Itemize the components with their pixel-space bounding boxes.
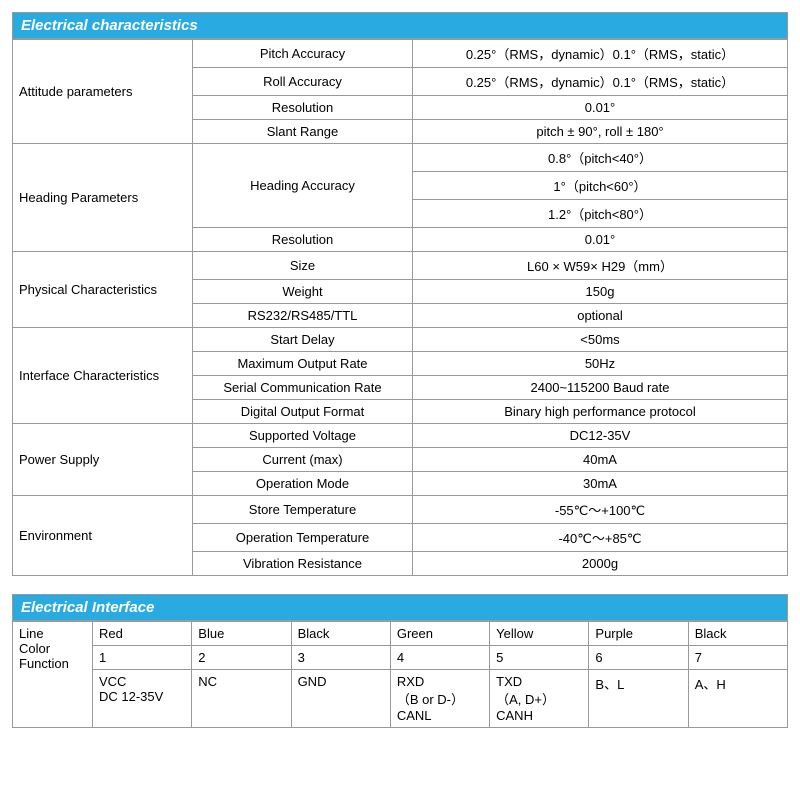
param-label: Maximum Output Rate [193, 352, 413, 376]
param-label: RS232/RS485/TTL [193, 304, 413, 328]
iface-fn-3: RXD（B or D-）CANL [390, 670, 489, 728]
iface-side-line1: Color [19, 641, 50, 656]
table-row: Heading ParametersHeading Accuracy0.8°（p… [13, 144, 788, 172]
iface-fn-6: A、H [688, 670, 787, 728]
iface-side-line2: Function [19, 656, 69, 671]
spec-table: Attitude parametersPitch Accuracy0.25°（R… [12, 39, 788, 576]
iface-row-color: Line Color Function Red Blue Black Green… [13, 622, 788, 646]
param-value: 150g [413, 280, 788, 304]
table-row: Interface CharacteristicsStart Delay<50m… [13, 328, 788, 352]
iface-color-5: Purple [589, 622, 688, 646]
param-value: optional [413, 304, 788, 328]
param-value: 0.01° [413, 96, 788, 120]
section-header-interface: Electrical Interface [12, 594, 788, 621]
iface-fn-1: NC [192, 670, 291, 728]
param-label: Current (max) [193, 448, 413, 472]
param-value: 40mA [413, 448, 788, 472]
table-row: Physical CharacteristicsSizeL60 × W59× H… [13, 252, 788, 280]
param-label: Store Temperature [193, 496, 413, 524]
iface-color-4: Yellow [490, 622, 589, 646]
iface-fn-4: TXD（A, D+）CANH [490, 670, 589, 728]
param-label: Roll Accuracy [193, 68, 413, 96]
param-value: 1.2°（pitch<80°） [413, 200, 788, 228]
table-row: EnvironmentStore Temperature-55℃～+100℃ [13, 496, 788, 524]
param-label: Vibration Resistance [193, 552, 413, 576]
param-value: -55℃～+100℃ [413, 496, 788, 524]
interface-table: Line Color Function Red Blue Black Green… [12, 621, 788, 728]
param-label: Operation Mode [193, 472, 413, 496]
param-label: Serial Communication Rate [193, 376, 413, 400]
param-label: Pitch Accuracy [193, 40, 413, 68]
iface-color-6: Black [688, 622, 787, 646]
param-label: Weight [193, 280, 413, 304]
iface-num-1: 2 [192, 646, 291, 670]
group-label: Power Supply [13, 424, 193, 496]
iface-color-0: Red [93, 622, 192, 646]
iface-fn-2: GND [291, 670, 390, 728]
table-row: Power SupplySupported VoltageDC12-35V [13, 424, 788, 448]
iface-side-line0: Line [19, 626, 44, 641]
param-label: Slant Range [193, 120, 413, 144]
param-label: Digital Output Format [193, 400, 413, 424]
param-label: Resolution [193, 228, 413, 252]
param-label: Start Delay [193, 328, 413, 352]
group-label: Physical Characteristics [13, 252, 193, 328]
param-value: L60 × W59× H29（mm） [413, 252, 788, 280]
param-label: Resolution [193, 96, 413, 120]
iface-num-0: 1 [93, 646, 192, 670]
iface-row-function: VCCDC 12-35V NC GND RXD（B or D-）CANL TXD… [13, 670, 788, 728]
param-label: Heading Accuracy [193, 144, 413, 228]
iface-fn-5: B、L [589, 670, 688, 728]
iface-num-5: 6 [589, 646, 688, 670]
param-value: 0.01° [413, 228, 788, 252]
param-value: -40℃～+85℃ [413, 524, 788, 552]
param-label: Operation Temperature [193, 524, 413, 552]
param-value: 0.25°（RMS，dynamic）0.1°（RMS，static） [413, 68, 788, 96]
section-header-characteristics: Electrical characteristics [12, 12, 788, 39]
param-value: 50Hz [413, 352, 788, 376]
param-label: Supported Voltage [193, 424, 413, 448]
param-value: <50ms [413, 328, 788, 352]
iface-num-6: 7 [688, 646, 787, 670]
iface-num-4: 5 [490, 646, 589, 670]
group-label: Interface Characteristics [13, 328, 193, 424]
param-value: DC12-35V [413, 424, 788, 448]
iface-color-1: Blue [192, 622, 291, 646]
iface-row-number: 1 2 3 4 5 6 7 [13, 646, 788, 670]
param-value: Binary high performance protocol [413, 400, 788, 424]
iface-side-label: Line Color Function [13, 622, 93, 728]
param-value: 0.25°（RMS，dynamic）0.1°（RMS，static） [413, 40, 788, 68]
group-label: Environment [13, 496, 193, 576]
iface-color-2: Black [291, 622, 390, 646]
group-label: Attitude parameters [13, 40, 193, 144]
param-value: 0.8°（pitch<40°） [413, 144, 788, 172]
param-value: 2400~115200 Baud rate [413, 376, 788, 400]
iface-fn-0: VCCDC 12-35V [93, 670, 192, 728]
param-value: 30mA [413, 472, 788, 496]
param-value: pitch ± 90°, roll ± 180° [413, 120, 788, 144]
param-label: Size [193, 252, 413, 280]
table-row: Attitude parametersPitch Accuracy0.25°（R… [13, 40, 788, 68]
param-value: 2000g [413, 552, 788, 576]
iface-num-2: 3 [291, 646, 390, 670]
iface-color-3: Green [390, 622, 489, 646]
iface-num-3: 4 [390, 646, 489, 670]
group-label: Heading Parameters [13, 144, 193, 252]
param-value: 1°（pitch<60°） [413, 172, 788, 200]
